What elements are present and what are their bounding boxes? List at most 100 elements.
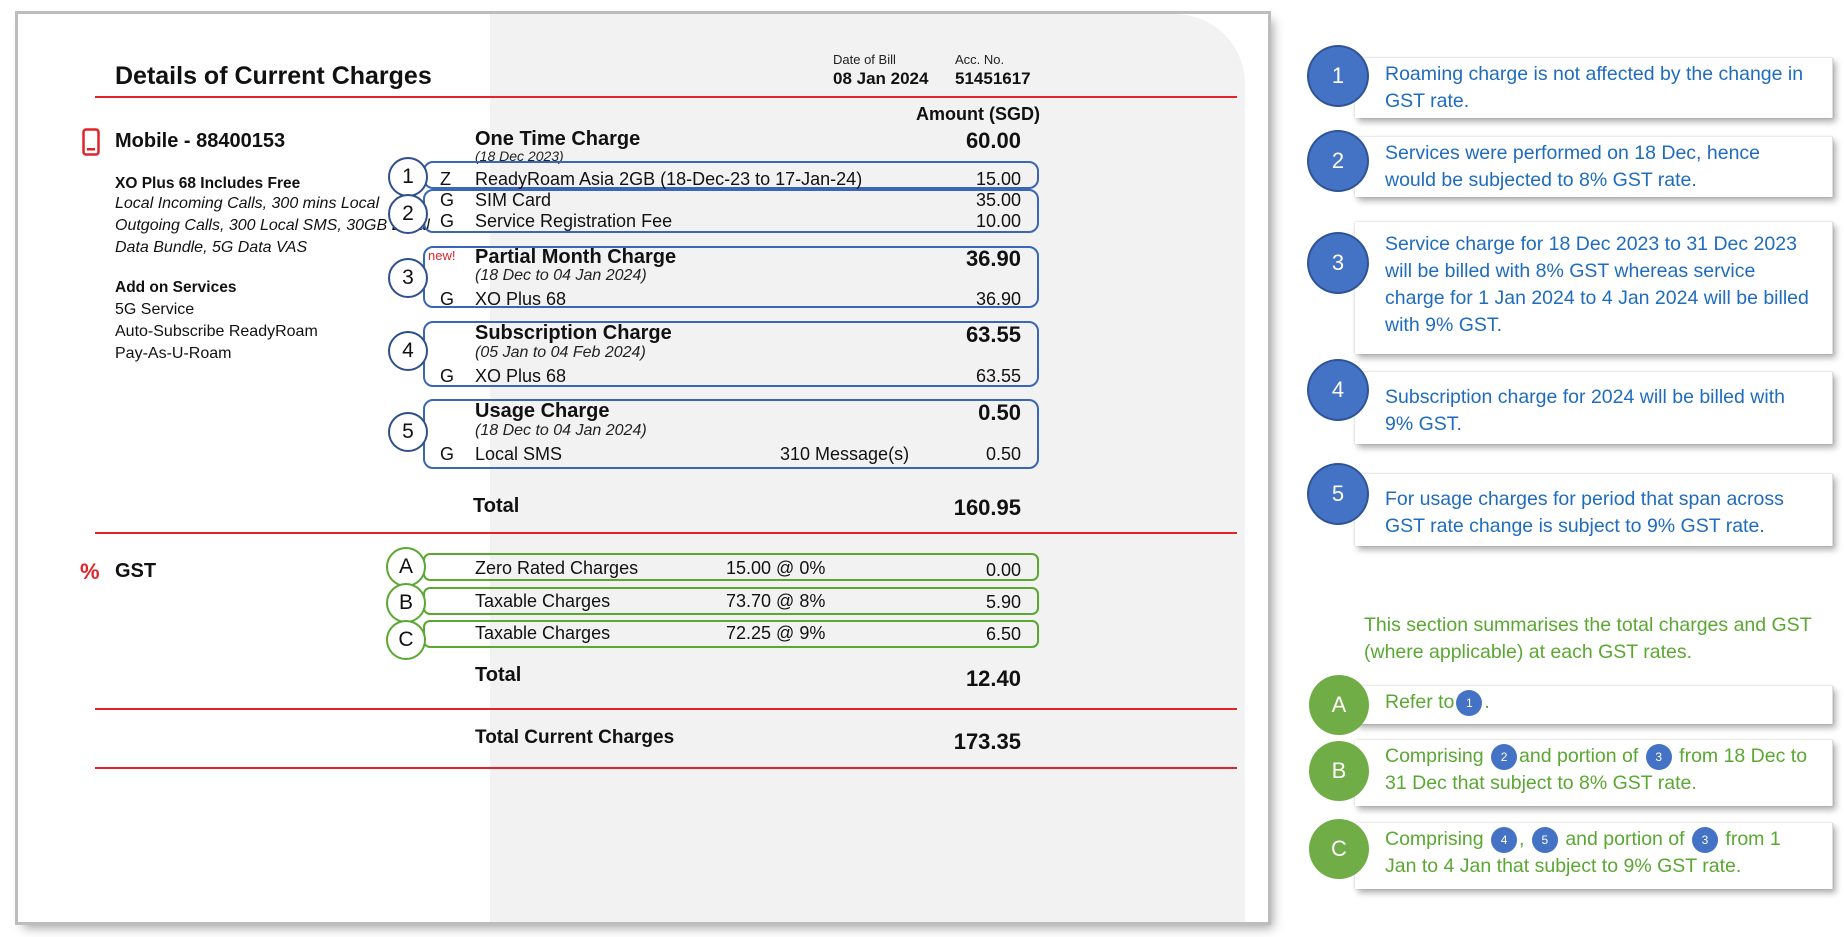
gst-row-description: Zero Rated Charges	[475, 558, 639, 578]
gst-row-amount: 0.00	[985, 560, 1021, 580]
charge-amount: 36.90	[975, 289, 1021, 309]
mobile-phone-icon	[82, 128, 100, 156]
usage-period: (18 Dec to 04 Jan 2024)	[475, 422, 647, 439]
account-number-label: Acc. No.	[955, 52, 1005, 67]
date-of-bill-value: 08 Jan 2024	[833, 69, 929, 88]
marker-5: 5	[388, 412, 428, 452]
note-1: Roaming charge is not affected by the ch…	[1355, 58, 1833, 118]
date-of-bill-label: Date of Bill	[833, 52, 896, 67]
gst-row-amount: 5.90	[985, 592, 1021, 612]
charge-code: G	[440, 444, 455, 464]
note-3: Service charge for 18 Dec 2023 to 31 Dec…	[1355, 222, 1833, 354]
plan-title: XO Plus 68 Includes Free	[115, 175, 301, 192]
partial-month-period: (18 Dec to 04 Jan 2024)	[475, 267, 647, 284]
gst-row-description: Taxable Charges	[475, 623, 611, 643]
usage-quantity: 310 Message(s)	[780, 444, 910, 464]
mobile-number-title: Mobile - 88400153	[115, 130, 286, 152]
summary-note: This section summarises the total charge…	[1364, 614, 1812, 663]
gst-total-label: Total	[475, 664, 522, 686]
charge-description: XO Plus 68	[475, 366, 567, 386]
charge-description: Service Registration Fee	[475, 211, 673, 231]
gst-row-description: Taxable Charges	[475, 591, 611, 611]
note-4-text: Subscription charge for 2024 will be bil…	[1385, 386, 1785, 435]
note-b: Comprising 2 and portion of 3 from 18 Dec…	[1355, 740, 1833, 806]
one-time-charge-amount: 60.00	[965, 128, 1021, 153]
charge-amount: 63.55	[975, 366, 1021, 386]
gst-total-value: 12.40	[965, 666, 1021, 691]
grand-total-value: 173.35	[953, 729, 1021, 754]
marker-b: B	[386, 583, 426, 623]
note-marker-1: 1	[1309, 47, 1367, 105]
marker-3: 3	[388, 258, 428, 298]
note-2-text: Services were performed on 18 Dec, hence…	[1385, 142, 1761, 191]
marker-4: 4	[388, 331, 428, 371]
note-marker-c: C	[1309, 819, 1369, 879]
gst-row-amount: 6.50	[985, 624, 1021, 644]
subscription-period: (05 Jan to 04 Feb 2024)	[475, 344, 646, 361]
gst-row-rate: 72.25 @ 9%	[726, 623, 826, 643]
charge-description: ReadyRoam Asia 2GB (18-Dec-23 to 17-Jan-…	[475, 169, 863, 189]
gst-row-rate: 15.00 @ 0%	[726, 558, 826, 578]
amount-header: Amount (SGD)	[916, 104, 1040, 124]
plan-line: Outgoing Calls, 300 Local SMS, 30GB Loca…	[115, 217, 430, 234]
note-c: Comprising 4, 5 and portion of 3 from 1 …	[1355, 823, 1833, 889]
charge-code: G	[440, 211, 455, 231]
note-3-text: Service charge for 18 Dec 2023 to 31 Dec…	[1385, 233, 1809, 336]
footer-divider	[95, 767, 1237, 769]
charge-code: G	[440, 289, 455, 309]
ref-marker-1: 1	[1456, 689, 1483, 716]
note-marker-5: 5	[1309, 465, 1367, 523]
marker-c: C	[386, 620, 426, 660]
note-5-text: For usage charges for period that span a…	[1385, 488, 1784, 537]
note-marker-b: B	[1309, 741, 1369, 801]
charge-code: G	[440, 366, 455, 386]
charge-amount: 0.50	[985, 444, 1021, 464]
gst-divider	[95, 532, 1237, 534]
one-time-charge-period: (18 Dec 2023)	[475, 148, 564, 164]
ref-marker-4: 4	[1491, 826, 1518, 853]
plan-line: Local Incoming Calls, 300 mins Local	[115, 195, 380, 212]
note-marker-4: 4	[1309, 361, 1367, 419]
ref-marker-3: 3	[1645, 743, 1672, 770]
usage-amount: 0.50	[978, 400, 1021, 425]
charge-amount: 10.00	[975, 211, 1021, 231]
charge-code: Z	[440, 169, 451, 189]
percent-icon: %	[80, 559, 100, 584]
note-marker-3: 3	[1309, 234, 1367, 292]
charge-description: XO Plus 68	[475, 289, 567, 309]
marker-1: 1	[388, 157, 428, 197]
note-5: For usage charges for period that span a…	[1355, 474, 1833, 546]
note-marker-2: 2	[1309, 132, 1367, 190]
plan-line: Data Bundle, 5G Data VAS	[115, 239, 308, 256]
ref-marker-5: 5	[1531, 826, 1558, 853]
ref-marker-2: 2	[1491, 743, 1518, 770]
note-4: Subscription charge for 2024 will be bil…	[1355, 372, 1833, 444]
grand-total-label: Total Current Charges	[475, 727, 675, 748]
note-marker-a: A	[1309, 675, 1369, 735]
subscription-title: Subscription Charge	[475, 322, 672, 344]
addon-item: Auto-Subscribe ReadyRoam	[115, 323, 318, 340]
one-time-charge-title: One Time Charge	[475, 128, 641, 150]
charges-total-label: Total	[473, 495, 520, 517]
addon-title: Add on Services	[115, 279, 237, 296]
new-badge: new!	[428, 248, 456, 263]
note-a-text: Refer to 1.	[1385, 689, 1814, 716]
marker-2: 2	[388, 194, 428, 234]
header-divider	[95, 96, 1237, 98]
addon-item: Pay-As-U-Roam	[115, 345, 232, 362]
charge-amount: 35.00	[975, 190, 1021, 210]
bill-title: Details of Current Charges	[115, 62, 432, 90]
note-b-text: Comprising 2 and portion of 3 from 18 Dec…	[1385, 743, 1808, 794]
addon-item: 5G Service	[115, 301, 195, 318]
usage-title: Usage Charge	[475, 400, 610, 422]
bill-document: Details of Current Charges Date of Bill …	[18, 14, 1268, 922]
gst-row-rate: 73.70 @ 8%	[726, 591, 826, 611]
charge-amount: 15.00	[975, 169, 1021, 189]
gst-title: GST	[115, 560, 157, 582]
note-c-text: Comprising 4, 5 and portion of 3 from 1 …	[1385, 826, 1781, 877]
subscription-amount: 63.55	[965, 322, 1021, 347]
account-number-value: 51451617	[955, 69, 1031, 88]
charge-description: Local SMS	[475, 444, 563, 464]
note-a: Refer to 1.	[1355, 686, 1833, 724]
charges-total-value: 160.95	[953, 495, 1021, 520]
